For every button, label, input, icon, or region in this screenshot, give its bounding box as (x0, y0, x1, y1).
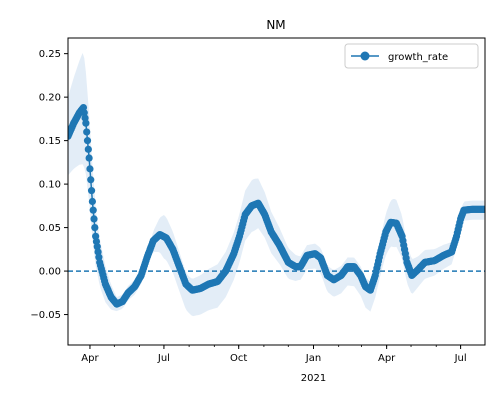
data-point (83, 137, 92, 145)
y-tick-label: 0.05 (39, 223, 61, 234)
y-tick-label: 0.25 (39, 49, 61, 60)
data-point (88, 197, 96, 206)
data-point (85, 154, 93, 162)
data-point (87, 187, 96, 195)
data-point (87, 176, 95, 184)
x-tick-label: Jul (157, 353, 170, 364)
y-tick-label: 0.15 (39, 136, 61, 147)
axes-frame (67, 37, 486, 346)
legend-box (344, 43, 479, 69)
series-layer (68, 103, 485, 308)
data-point (86, 165, 94, 173)
x-tick-label: Apr (378, 353, 396, 364)
data-point (89, 206, 97, 214)
x-tick-label: Jan (305, 353, 321, 364)
data-point (91, 223, 99, 232)
y-tick-label: 0.00 (39, 267, 61, 278)
legend-marker (360, 51, 370, 61)
y-axis: −0.05 0.00 0.05 0.10 0.15 0.20 0.25 (30, 49, 68, 321)
legend: growth_rate (344, 43, 479, 69)
y-tick-label: 0.20 (39, 93, 61, 104)
x-tick-label: Jul (454, 353, 467, 364)
plot-area (67, 37, 486, 346)
data-point (84, 145, 92, 153)
x-tick-label: Apr (81, 353, 99, 364)
x-tick-label: Oct (230, 353, 247, 364)
legend-label: growth_rate (388, 52, 448, 63)
data-point (90, 215, 98, 223)
x-axis: Apr Jul Oct Jan Apr Jul 2021 (81, 345, 467, 384)
x-year-label: 2021 (301, 373, 326, 384)
data-point (82, 119, 90, 127)
chart-title: NM (266, 18, 285, 32)
y-tick-label: 0.10 (39, 180, 61, 191)
y-tick-label: −0.05 (30, 310, 61, 321)
data-point (83, 128, 91, 136)
data-point (481, 205, 485, 213)
confidence-band (68, 53, 485, 317)
confidence-band-layer (68, 53, 485, 317)
